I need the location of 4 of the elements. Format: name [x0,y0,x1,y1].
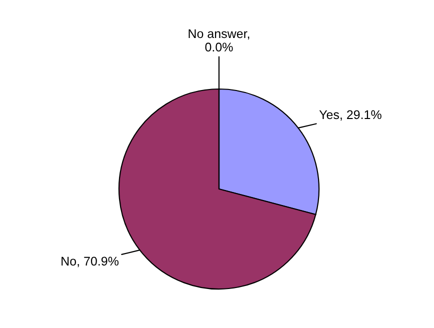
slice-label: Yes, 29.1% [319,110,382,121]
category-label: No answer, [188,29,250,40]
slice-label: No, 70.9% [62,256,119,268]
text: 0.0% [205,42,233,52]
